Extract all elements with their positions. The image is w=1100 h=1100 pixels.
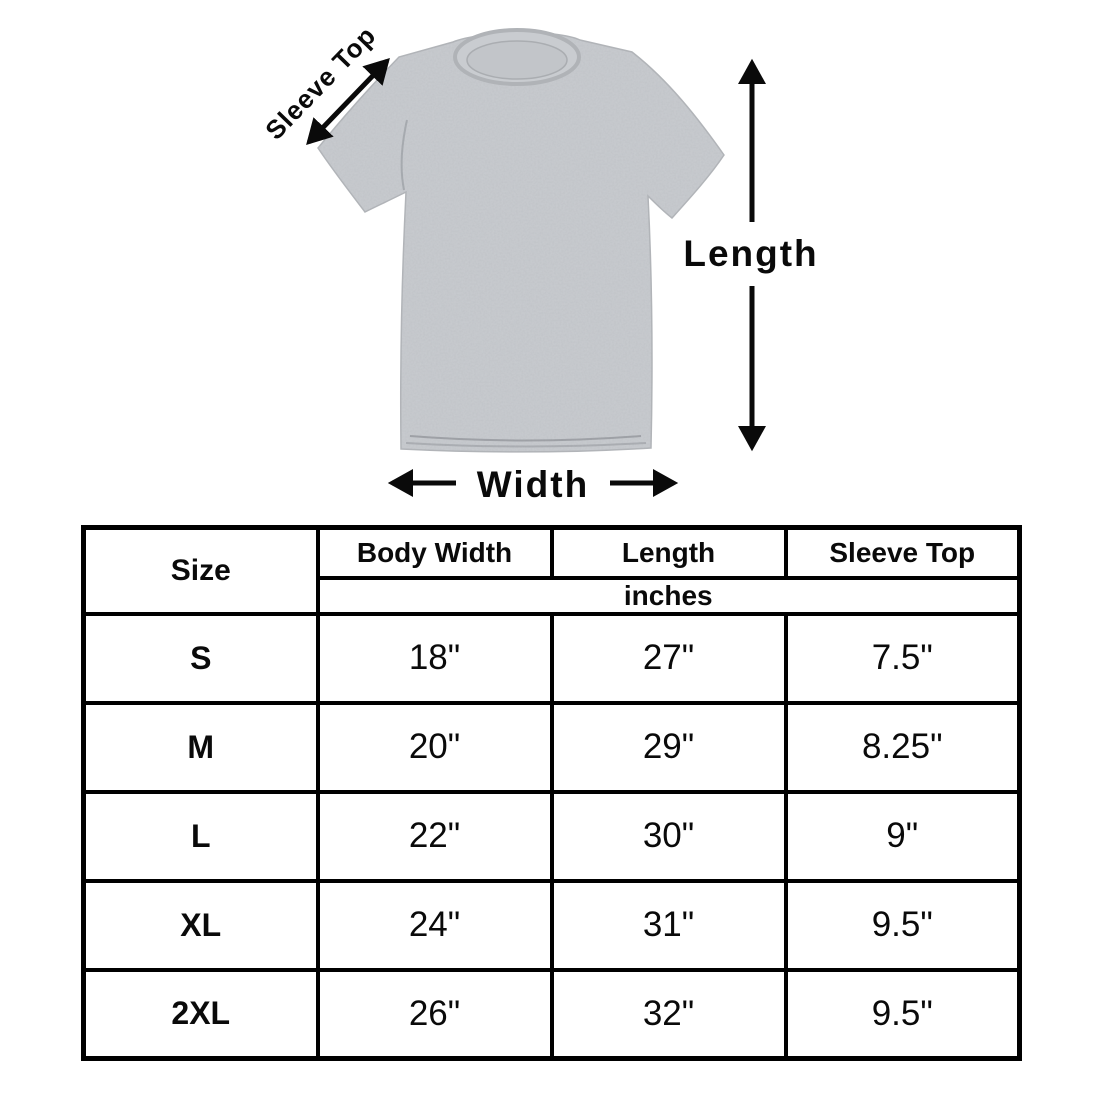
unit-row: inches [84, 575, 1022, 616]
size-column-header: Size [81, 525, 320, 616]
tshirt-texture [318, 32, 724, 452]
table-row-2xl: 2XL 26" 32" 9.5" [81, 967, 1022, 1061]
sleeve-top-column-header: Sleeve Top [783, 525, 1022, 580]
length-cell: 32" [549, 967, 788, 1061]
shirt-diagram-svg: Sleeve Top Length Width [259, 20, 818, 505]
body-width-cell: 18" [315, 611, 554, 705]
size-cell: S [81, 611, 320, 705]
length-cell: 30" [549, 789, 788, 883]
tshirt-graphic [317, 28, 725, 453]
size-cell: M [81, 700, 320, 794]
table-row-m: M 20" 29" 8.25" [81, 700, 1022, 794]
size-cell: 2XL [81, 967, 320, 1061]
length-cell: 31" [549, 878, 788, 972]
hem-crease-2 [405, 442, 647, 448]
table-row-s: S 18" 27" 7.5" [81, 611, 1022, 705]
width-label: Width [477, 464, 589, 505]
size-cell: XL [81, 878, 320, 972]
size-cell: L [81, 789, 320, 883]
length-label: Length [683, 233, 818, 274]
table-row-l: L 22" 30" 9" [81, 789, 1022, 883]
header-row: Size Body Width Length Sleeve Top [81, 525, 1022, 616]
body-width-cell: 24" [315, 878, 554, 972]
size-chart-table: Size Body Width Length Sleeve Top inches… [81, 525, 1022, 1061]
length-cell: 27" [549, 611, 788, 705]
body-width-column-header: Body Width [315, 525, 554, 580]
length-column-header: Length [549, 525, 788, 580]
sleeve-top-cell: 8.25" [783, 700, 1022, 794]
sleeve-top-arrow [306, 57, 390, 146]
body-width-cell: 26" [315, 967, 554, 1061]
unit-header: inches [315, 575, 1022, 616]
sleeve-top-cell: 9.5" [783, 878, 1022, 972]
sleeve-top-cell: 9" [783, 789, 1022, 883]
table-row-xl: XL 24" 31" 9.5" [81, 878, 1022, 972]
shirt-measurement-diagram: Sleeve Top Length Width [0, 0, 1100, 520]
hem-crease [409, 435, 642, 442]
sleeve-top-cell: 7.5" [783, 611, 1022, 705]
body-width-cell: 20" [315, 700, 554, 794]
sleeve-top-cell: 9.5" [783, 967, 1022, 1061]
sleeve-crease [400, 119, 408, 191]
length-cell: 29" [549, 700, 788, 794]
collar-inner [466, 40, 568, 80]
body-width-cell: 22" [315, 789, 554, 883]
measurement-arrows [306, 57, 766, 497]
